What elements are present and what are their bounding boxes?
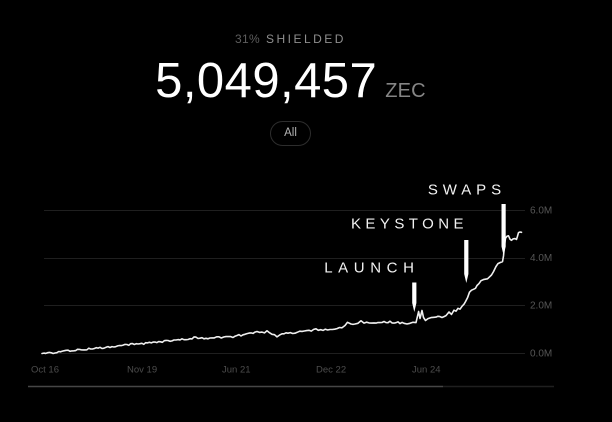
svg-text:2.0M: 2.0M <box>530 301 552 312</box>
svg-text:Nov 19: Nov 19 <box>127 365 157 376</box>
svg-text:Jun 24: Jun 24 <box>412 365 441 376</box>
svg-text:4.0M: 4.0M <box>530 253 552 264</box>
svg-text:SWAPS: SWAPS <box>428 182 506 199</box>
svg-text:LAUNCH: LAUNCH <box>324 260 419 277</box>
svg-text:0.0M: 0.0M <box>530 348 552 359</box>
svg-text:Dec 22: Dec 22 <box>316 365 346 376</box>
svg-text:Jun 21: Jun 21 <box>222 365 251 376</box>
svg-text:Oct 16: Oct 16 <box>31 365 59 376</box>
svg-text:6.0M: 6.0M <box>530 206 552 217</box>
svg-text:KEYSTONE: KEYSTONE <box>351 216 468 233</box>
